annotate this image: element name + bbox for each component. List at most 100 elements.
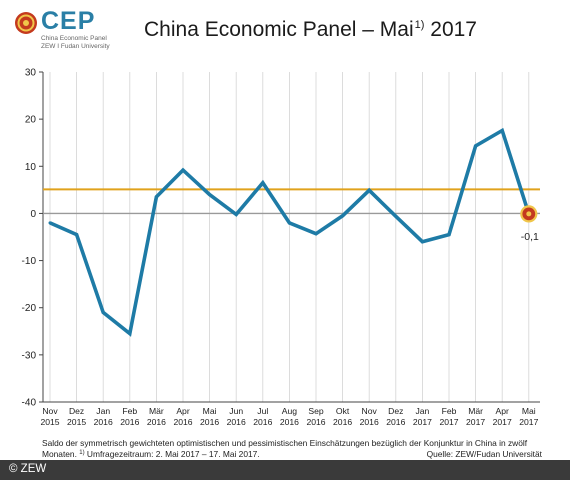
x-tick-month: Mai	[522, 406, 536, 416]
x-tick-year: 2017	[413, 417, 432, 427]
data-point	[75, 233, 79, 237]
y-tick-label: 10	[25, 162, 37, 173]
y-tick-label: 30	[25, 68, 37, 79]
x-tick-label: Mär 2016	[147, 406, 166, 427]
data-point	[287, 221, 291, 225]
data-point	[367, 188, 371, 192]
x-tick-label: Sep 2016	[306, 406, 325, 427]
data-point	[48, 221, 52, 225]
data-point	[208, 193, 212, 197]
footnote-line-2-b: Umfragezeitraum: 2. Mai 2017 – 17. Mai 2…	[84, 449, 260, 459]
data-point	[101, 310, 105, 314]
logo-subtitle: China Economic Panel ZEW I Fudan Univers…	[41, 35, 110, 51]
x-tick-month: Jun	[229, 406, 243, 416]
x-tick-label: Feb 2016	[120, 406, 139, 427]
x-tick-year: 2016	[360, 417, 379, 427]
logo-name: CEP	[41, 7, 96, 35]
x-tick-year: 2016	[253, 417, 272, 427]
x-tick-year: 2016	[333, 417, 352, 427]
chart-footnote: Saldo der symmetrisch gewichteten optimi…	[42, 438, 552, 459]
data-point	[394, 214, 398, 218]
chart-title-year: 2017	[430, 18, 477, 41]
chart-title-footnote-mark: 1)	[414, 19, 425, 31]
x-tick-label: Dez 2016	[386, 406, 405, 427]
footnote-line-2-a: Monaten.	[42, 449, 80, 459]
logo-subtitle-line2: ZEW I Fudan University	[41, 43, 110, 50]
data-point	[234, 212, 238, 216]
x-tick-label: Apr 2017	[493, 406, 512, 427]
footnote-line-2-mark: 1)	[79, 450, 85, 456]
x-tick-label: Dez 2015	[67, 406, 86, 427]
x-tick-year: 2015	[40, 417, 59, 427]
x-tick-label: Feb 2017	[439, 406, 458, 427]
data-point	[261, 181, 265, 185]
chart-title: China Economic Panel – Mai1) 2017	[144, 18, 477, 42]
x-tick-label: Mär 2017	[466, 406, 485, 427]
x-tick-year: 2017	[519, 417, 538, 427]
x-tick-month: Okt	[336, 406, 350, 416]
cep-logo: CEP China Economic Panel ZEW I Fudan Uni…	[14, 7, 124, 52]
x-tick-year: 2016	[94, 417, 113, 427]
x-tick-label: Jun 2016	[227, 406, 246, 427]
x-tick-month: Apr	[496, 406, 510, 416]
x-tick-year: 2017	[439, 417, 458, 427]
x-tick-month: Feb	[442, 406, 457, 416]
x-tick-month: Nov	[42, 406, 58, 416]
source-note: Quelle: ZEW/Fudan Universität	[426, 449, 542, 459]
x-tick-label: Nov 2016	[360, 406, 379, 427]
x-tick-year: 2016	[386, 417, 405, 427]
chart-title-main: China Economic Panel – Mai	[144, 18, 414, 41]
y-tick-label: 20	[25, 115, 37, 126]
footnote-line-2: Monaten. 1) Umfragezeitraum: 2. Mai 2017…	[42, 448, 552, 459]
x-tick-year: 2016	[200, 417, 219, 427]
x-tick-label: Jan 2016	[94, 406, 113, 427]
x-tick-label: Okt 2016	[333, 406, 352, 427]
data-point	[181, 168, 185, 172]
x-tick-label: Aug 2016	[280, 406, 299, 427]
data-point	[128, 332, 132, 336]
footnote-line-1: Saldo der symmetrisch gewichteten optimi…	[42, 438, 528, 448]
header: CEP China Economic Panel ZEW I Fudan Uni…	[0, 0, 570, 58]
y-tick-label: 0	[30, 209, 36, 220]
x-tick-month: Dez	[388, 406, 403, 416]
x-tick-month: Dez	[69, 406, 84, 416]
footer-bar: © ZEW	[0, 460, 570, 480]
x-tick-month: Jan	[415, 406, 429, 416]
x-tick-month: Apr	[176, 406, 190, 416]
cep-logo-icon	[15, 12, 37, 34]
last-value-marker-core	[526, 211, 532, 217]
x-tick-month: Aug	[282, 406, 298, 416]
x-tick-year: 2016	[173, 417, 192, 427]
last-value-label: -0,1	[521, 231, 539, 243]
data-point	[154, 195, 158, 199]
x-tick-month: Nov	[362, 406, 378, 416]
data-point	[314, 232, 318, 236]
x-tick-label: Jul 2016	[253, 406, 272, 427]
x-tick-month: Mai	[203, 406, 217, 416]
x-tick-label: Mai 2016	[200, 406, 219, 427]
logo-subtitle-line1: China Economic Panel	[41, 35, 107, 42]
x-tick-year: 2016	[147, 417, 166, 427]
x-tick-year: 2016	[227, 417, 246, 427]
data-point	[500, 128, 504, 132]
x-tick-month: Mär	[468, 406, 483, 416]
x-tick-month: Feb	[122, 406, 137, 416]
y-tick-label: -30	[22, 350, 37, 361]
x-tick-month: Mär	[149, 406, 164, 416]
x-tick-year: 2016	[280, 417, 299, 427]
x-tick-label: Mai 2017	[519, 406, 538, 427]
y-tick-label: -20	[22, 303, 37, 314]
x-tick-month: Jan	[96, 406, 110, 416]
data-point	[420, 240, 424, 244]
x-tick-year: 2015	[67, 417, 86, 427]
copyright: © ZEW	[9, 463, 47, 475]
x-tick-label: Jan 2017	[413, 406, 432, 427]
y-tick-label: -10	[22, 256, 37, 267]
x-tick-year: 2016	[306, 417, 325, 427]
x-tick-label: Apr 2016	[173, 406, 192, 427]
data-point	[447, 233, 451, 237]
data-point	[474, 144, 478, 148]
data-point	[341, 214, 345, 218]
x-tick-month: Jul	[257, 406, 268, 416]
